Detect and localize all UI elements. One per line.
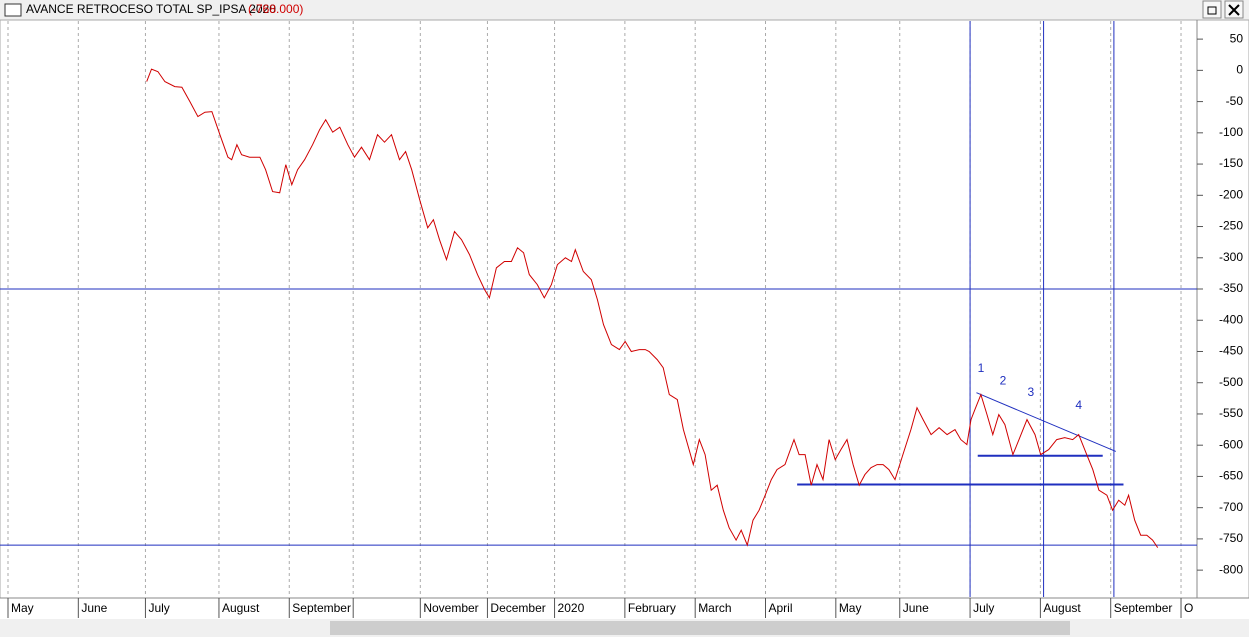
y-tick-label: -600 xyxy=(1219,437,1243,451)
x-tick-label: July xyxy=(973,601,994,615)
x-tick-label: March xyxy=(698,601,731,615)
y-tick-label: -50 xyxy=(1226,94,1244,108)
data-line xyxy=(146,68,1159,548)
x-tick-label: June xyxy=(903,601,929,615)
annotation: 2 xyxy=(1000,374,1007,388)
x-tick-label: July xyxy=(148,601,169,615)
y-tick-label: -250 xyxy=(1219,219,1243,233)
title-bar xyxy=(0,0,1249,20)
x-tick-label: February xyxy=(628,601,676,615)
x-tick-label: 2020 xyxy=(558,601,585,615)
y-tick-label: -150 xyxy=(1219,156,1243,170)
annotation: 3 xyxy=(1027,385,1034,399)
x-tick-label: May xyxy=(839,601,862,615)
x-tick-label: August xyxy=(1043,601,1081,615)
y-tick-label: -500 xyxy=(1219,375,1243,389)
plot-area: May June July August September November Decemb… xyxy=(0,21,1243,618)
y-tick-label: -100 xyxy=(1219,125,1243,139)
window-icon xyxy=(4,3,22,17)
x-tick-label: November xyxy=(423,601,478,615)
y-tick-label: -300 xyxy=(1219,250,1243,264)
y-tick-label: -350 xyxy=(1219,281,1243,295)
y-tick-label: -200 xyxy=(1219,187,1243,201)
y-tick-label: -800 xyxy=(1219,562,1243,576)
y-tick-label: -450 xyxy=(1219,344,1243,358)
x-tick-label: September xyxy=(1114,601,1173,615)
y-tick-label: -750 xyxy=(1219,531,1243,545)
last-value: (-768.000) xyxy=(248,2,303,16)
restore-button[interactable] xyxy=(1202,0,1222,19)
y-tick-label: 0 xyxy=(1236,63,1243,77)
x-tick-label: December xyxy=(490,601,545,615)
restore-icon xyxy=(1207,6,1217,15)
x-tick-label: September xyxy=(292,601,351,615)
x-tick-label: May xyxy=(11,601,34,615)
x-tick-label: June xyxy=(81,601,107,615)
scroll-thumb[interactable] xyxy=(330,621,1070,635)
x-tick-label: August xyxy=(222,601,260,615)
annotation: 4 xyxy=(1075,398,1082,412)
y-tick-label: -550 xyxy=(1219,406,1243,420)
y-tick-label: 50 xyxy=(1230,31,1244,45)
trend-line xyxy=(976,392,1117,452)
chart-title: AVANCE RETROCESO TOTAL SP_IPSA 2020 xyxy=(26,2,276,16)
y-tick-label: -700 xyxy=(1219,500,1243,514)
close-icon xyxy=(1228,4,1240,16)
x-tick-label: O xyxy=(1184,601,1193,615)
y-tick-label: -400 xyxy=(1219,312,1243,326)
x-tick-label: April xyxy=(769,601,793,615)
annotation: 1 xyxy=(978,361,985,375)
y-tick-label: -650 xyxy=(1219,469,1243,483)
